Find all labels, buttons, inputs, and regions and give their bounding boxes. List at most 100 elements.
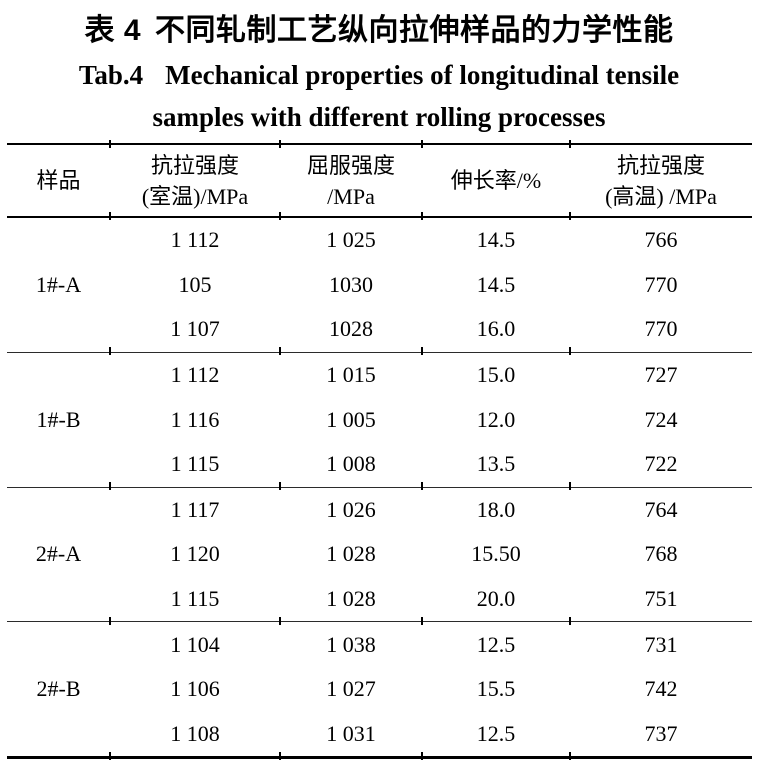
table-cell: 1 115 bbox=[170, 451, 220, 477]
col-header-tensile-rt: 抗拉强度 (室温)/MPa bbox=[110, 144, 280, 218]
header-sublabel: (高温) /MPa bbox=[605, 183, 717, 209]
column-boundary-tick bbox=[279, 616, 281, 625]
table-cell: 14.5 bbox=[476, 227, 516, 253]
table-row: 2#-A 1 117 1 026 18.0 764 bbox=[7, 487, 752, 567]
table-cell: 12.0 bbox=[476, 406, 516, 432]
table-cell: 1 025 bbox=[326, 227, 376, 253]
column-boundary-tick bbox=[279, 751, 281, 760]
table-cell: 15.50 bbox=[471, 541, 521, 567]
table-cell: 1 015 bbox=[326, 362, 376, 388]
table-cell: 1 005 bbox=[326, 406, 376, 432]
table-cell: 1 120 bbox=[170, 541, 220, 567]
table-cell: 770 bbox=[644, 271, 678, 297]
table-cell: 15.0 bbox=[476, 362, 516, 388]
table-row: 1 107 1028 16.0 770 bbox=[7, 307, 752, 352]
sample-group-2B: 2#-B 1 104 1 038 12.5 731 1 106 1 027 15… bbox=[7, 622, 752, 758]
table-row: 1#-A 1 112 1 025 14.5 766 bbox=[7, 217, 752, 297]
sample-group-1B: 1#-B 1 112 1 015 15.0 727 1 116 1 005 12… bbox=[7, 352, 752, 488]
table-cell: 1030 bbox=[329, 271, 373, 297]
table-cell: 724 bbox=[644, 406, 678, 432]
table-cell: 1 112 bbox=[170, 227, 220, 253]
sample-label: 1#-A bbox=[35, 271, 82, 297]
table-cell: 1 031 bbox=[326, 720, 376, 746]
column-boundary-tick bbox=[569, 212, 571, 220]
table-row: 1 115 1 008 13.5 722 bbox=[7, 442, 752, 487]
column-boundary-tick bbox=[569, 347, 571, 356]
table-caption-en: Tab.4 Mechanical properties of longitudin… bbox=[0, 54, 758, 138]
header-label: 伸长率/% bbox=[450, 168, 542, 193]
table-cell: 1 028 bbox=[326, 541, 376, 567]
table-cell: 1 038 bbox=[326, 631, 376, 657]
table-row: 1 116 1 005 12.0 724 bbox=[7, 397, 752, 442]
header-label: 抗拉强度 bbox=[616, 152, 705, 178]
table-cell: 731 bbox=[644, 631, 678, 657]
table-cell: 16.0 bbox=[476, 316, 516, 342]
column-boundary-tick bbox=[279, 140, 281, 148]
column-boundary-tick bbox=[421, 751, 423, 760]
caption-en-line1: Tab.4 Mechanical properties of longitudin… bbox=[0, 54, 758, 96]
column-boundary-tick bbox=[109, 751, 111, 760]
table-cell: 12.5 bbox=[476, 720, 516, 746]
table-row: 1#-B 1 112 1 015 15.0 727 bbox=[7, 352, 752, 432]
table-cell: 1 026 bbox=[326, 496, 376, 522]
caption-title-en-line2: samples with different rolling processes bbox=[152, 102, 606, 132]
table-row: 105 1030 14.5 770 bbox=[7, 263, 752, 308]
table-cell: 727 bbox=[644, 362, 678, 388]
table-caption-cn: 表 4 不同轧制工艺纵向拉伸样品的力学性能 bbox=[0, 10, 758, 52]
table-cell: 1 112 bbox=[170, 362, 220, 388]
col-header-sample: 样品 bbox=[7, 144, 110, 218]
table-cell: 1028 bbox=[329, 316, 373, 342]
table-row: 1 106 1 027 15.5 742 bbox=[7, 667, 752, 712]
sample-label: 1#-B bbox=[36, 406, 81, 432]
column-boundary-tick bbox=[279, 212, 281, 220]
table-row: 1 115 1 028 20.0 751 bbox=[7, 577, 752, 622]
column-boundary-tick bbox=[421, 140, 423, 148]
column-boundary-tick bbox=[109, 616, 111, 625]
header-label: 屈服强度 bbox=[306, 152, 395, 178]
table-cell: 1 117 bbox=[170, 496, 220, 522]
table-cell: 12.5 bbox=[476, 631, 516, 657]
sample-group-1A: 1#-A 1 112 1 025 14.5 766 105 1030 14.5 … bbox=[7, 217, 752, 353]
column-boundary-tick bbox=[109, 140, 111, 148]
caption-label-en: Tab.4 bbox=[78, 60, 144, 90]
table-cell: 1 104 bbox=[170, 631, 220, 657]
column-boundary-tick bbox=[569, 751, 571, 760]
column-boundary-tick bbox=[421, 212, 423, 220]
caption-title-en-line1: Mechanical properties of longitudinal te… bbox=[165, 60, 680, 90]
header-sublabel: (室温)/MPa bbox=[141, 183, 249, 209]
table-cell: 1 008 bbox=[326, 451, 376, 477]
col-header-yield: 屈服强度 /MPa bbox=[280, 144, 422, 218]
col-header-tensile-ht: 抗拉强度 (高温) /MPa bbox=[570, 144, 752, 218]
table-header: 样品 抗拉强度 (室温)/MPa 屈服强度 /MPa 伸长率/% 抗拉强度 (高… bbox=[7, 144, 752, 218]
table-cell: 13.5 bbox=[476, 451, 516, 477]
table-row: 1 108 1 031 12.5 737 bbox=[7, 712, 752, 758]
table-cell: 1 115 bbox=[170, 586, 220, 612]
column-boundary-tick bbox=[569, 482, 571, 491]
sample-group-2A: 2#-A 1 117 1 026 18.0 764 1 120 1 028 15… bbox=[7, 487, 752, 622]
table-cell: 764 bbox=[644, 496, 678, 522]
table-cell: 1 106 bbox=[170, 676, 220, 702]
table-cell: 742 bbox=[644, 676, 678, 702]
column-boundary-tick bbox=[421, 347, 423, 356]
caption-label-cn: 表 4 bbox=[84, 14, 142, 47]
table-cell: 14.5 bbox=[476, 271, 516, 297]
column-boundary-tick bbox=[109, 347, 111, 356]
column-boundary-tick bbox=[421, 482, 423, 491]
column-boundary-tick bbox=[569, 616, 571, 625]
column-boundary-tick bbox=[109, 212, 111, 220]
header-label: 样品 bbox=[36, 168, 81, 193]
header-sublabel: /MPa bbox=[327, 183, 375, 209]
table-row: 2#-B 1 104 1 038 12.5 731 bbox=[7, 622, 752, 702]
table-cell: 722 bbox=[644, 451, 678, 477]
column-boundary-tick bbox=[279, 482, 281, 491]
header-label: 抗拉强度 bbox=[150, 152, 239, 178]
table-cell: 18.0 bbox=[476, 496, 516, 522]
table-cell: 20.0 bbox=[476, 586, 516, 612]
table-cell: 1 027 bbox=[326, 676, 376, 702]
table-cell: 15.5 bbox=[476, 676, 516, 702]
table-cell: 751 bbox=[644, 586, 678, 612]
column-boundary-tick bbox=[421, 616, 423, 625]
sample-label: 2#-A bbox=[35, 541, 82, 567]
caption-title-cn: 不同轧制工艺纵向拉伸样品的力学性能 bbox=[155, 14, 674, 47]
